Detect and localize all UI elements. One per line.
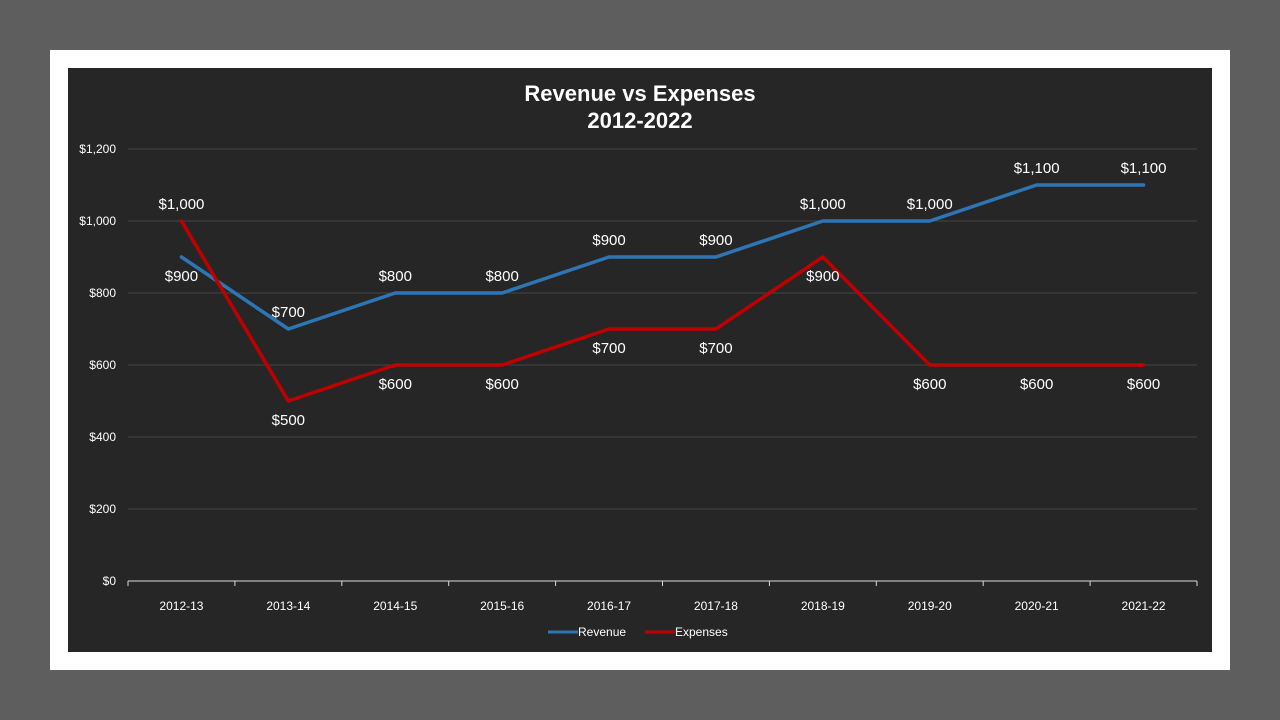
x-tick-label: 2018-19 xyxy=(801,599,845,613)
data-label-expenses: $1,000 xyxy=(159,196,205,213)
data-label-revenue: $1,100 xyxy=(1121,160,1167,177)
data-label-revenue: $700 xyxy=(272,304,305,321)
legend-label-expenses: Expenses xyxy=(675,625,728,639)
data-label-expenses: $700 xyxy=(592,340,625,357)
data-label-revenue: $900 xyxy=(165,268,198,285)
chart-subtitle-text: 2012-2022 xyxy=(587,108,693,133)
x-tick-label: 2012-13 xyxy=(159,599,203,613)
y-tick-label: $800 xyxy=(89,286,116,300)
data-label-expenses: $900 xyxy=(806,268,839,285)
data-label-expenses: $700 xyxy=(699,340,732,357)
chart-area xyxy=(68,68,1212,652)
x-tick-label: 2020-21 xyxy=(1015,599,1059,613)
y-tick-label: $400 xyxy=(89,430,116,444)
data-label-expenses: $600 xyxy=(485,376,518,393)
data-label-revenue: $900 xyxy=(699,232,732,249)
data-label-expenses: $600 xyxy=(1127,376,1160,393)
data-label-expenses: $600 xyxy=(913,376,946,393)
series-line-revenue xyxy=(179,183,1146,331)
data-label-revenue: $900 xyxy=(592,232,625,249)
data-label-expenses: $600 xyxy=(1020,376,1053,393)
x-tick-label: 2015-16 xyxy=(480,599,524,613)
data-label-expenses: $600 xyxy=(379,376,412,393)
chart-title-text: Revenue vs Expenses xyxy=(524,81,756,106)
y-tick-label: $1,000 xyxy=(79,214,116,228)
x-tick-label: 2016-17 xyxy=(587,599,631,613)
x-tick-label: 2017-18 xyxy=(694,599,738,613)
chart-title: Revenue vs Expenses 2012-2022 xyxy=(68,80,1212,134)
data-label-revenue: $800 xyxy=(379,268,412,285)
data-label-expenses: $500 xyxy=(272,412,305,429)
x-tick-label: 2021-22 xyxy=(1122,599,1166,613)
data-label-revenue: $1,000 xyxy=(800,196,846,213)
data-label-revenue: $800 xyxy=(485,268,518,285)
x-tick-label: 2019-20 xyxy=(908,599,952,613)
legend-label-revenue: Revenue xyxy=(578,625,626,639)
data-label-revenue: $1,000 xyxy=(907,196,953,213)
y-tick-label: $0 xyxy=(103,574,117,588)
y-tick-label: $1,200 xyxy=(79,142,116,156)
series-line-expenses xyxy=(179,219,1146,403)
y-tick-label: $200 xyxy=(89,502,116,516)
x-tick-label: 2014-15 xyxy=(373,599,417,613)
x-tick-label: 2013-14 xyxy=(266,599,310,613)
data-label-revenue: $1,100 xyxy=(1014,160,1060,177)
y-tick-label: $600 xyxy=(89,358,116,372)
